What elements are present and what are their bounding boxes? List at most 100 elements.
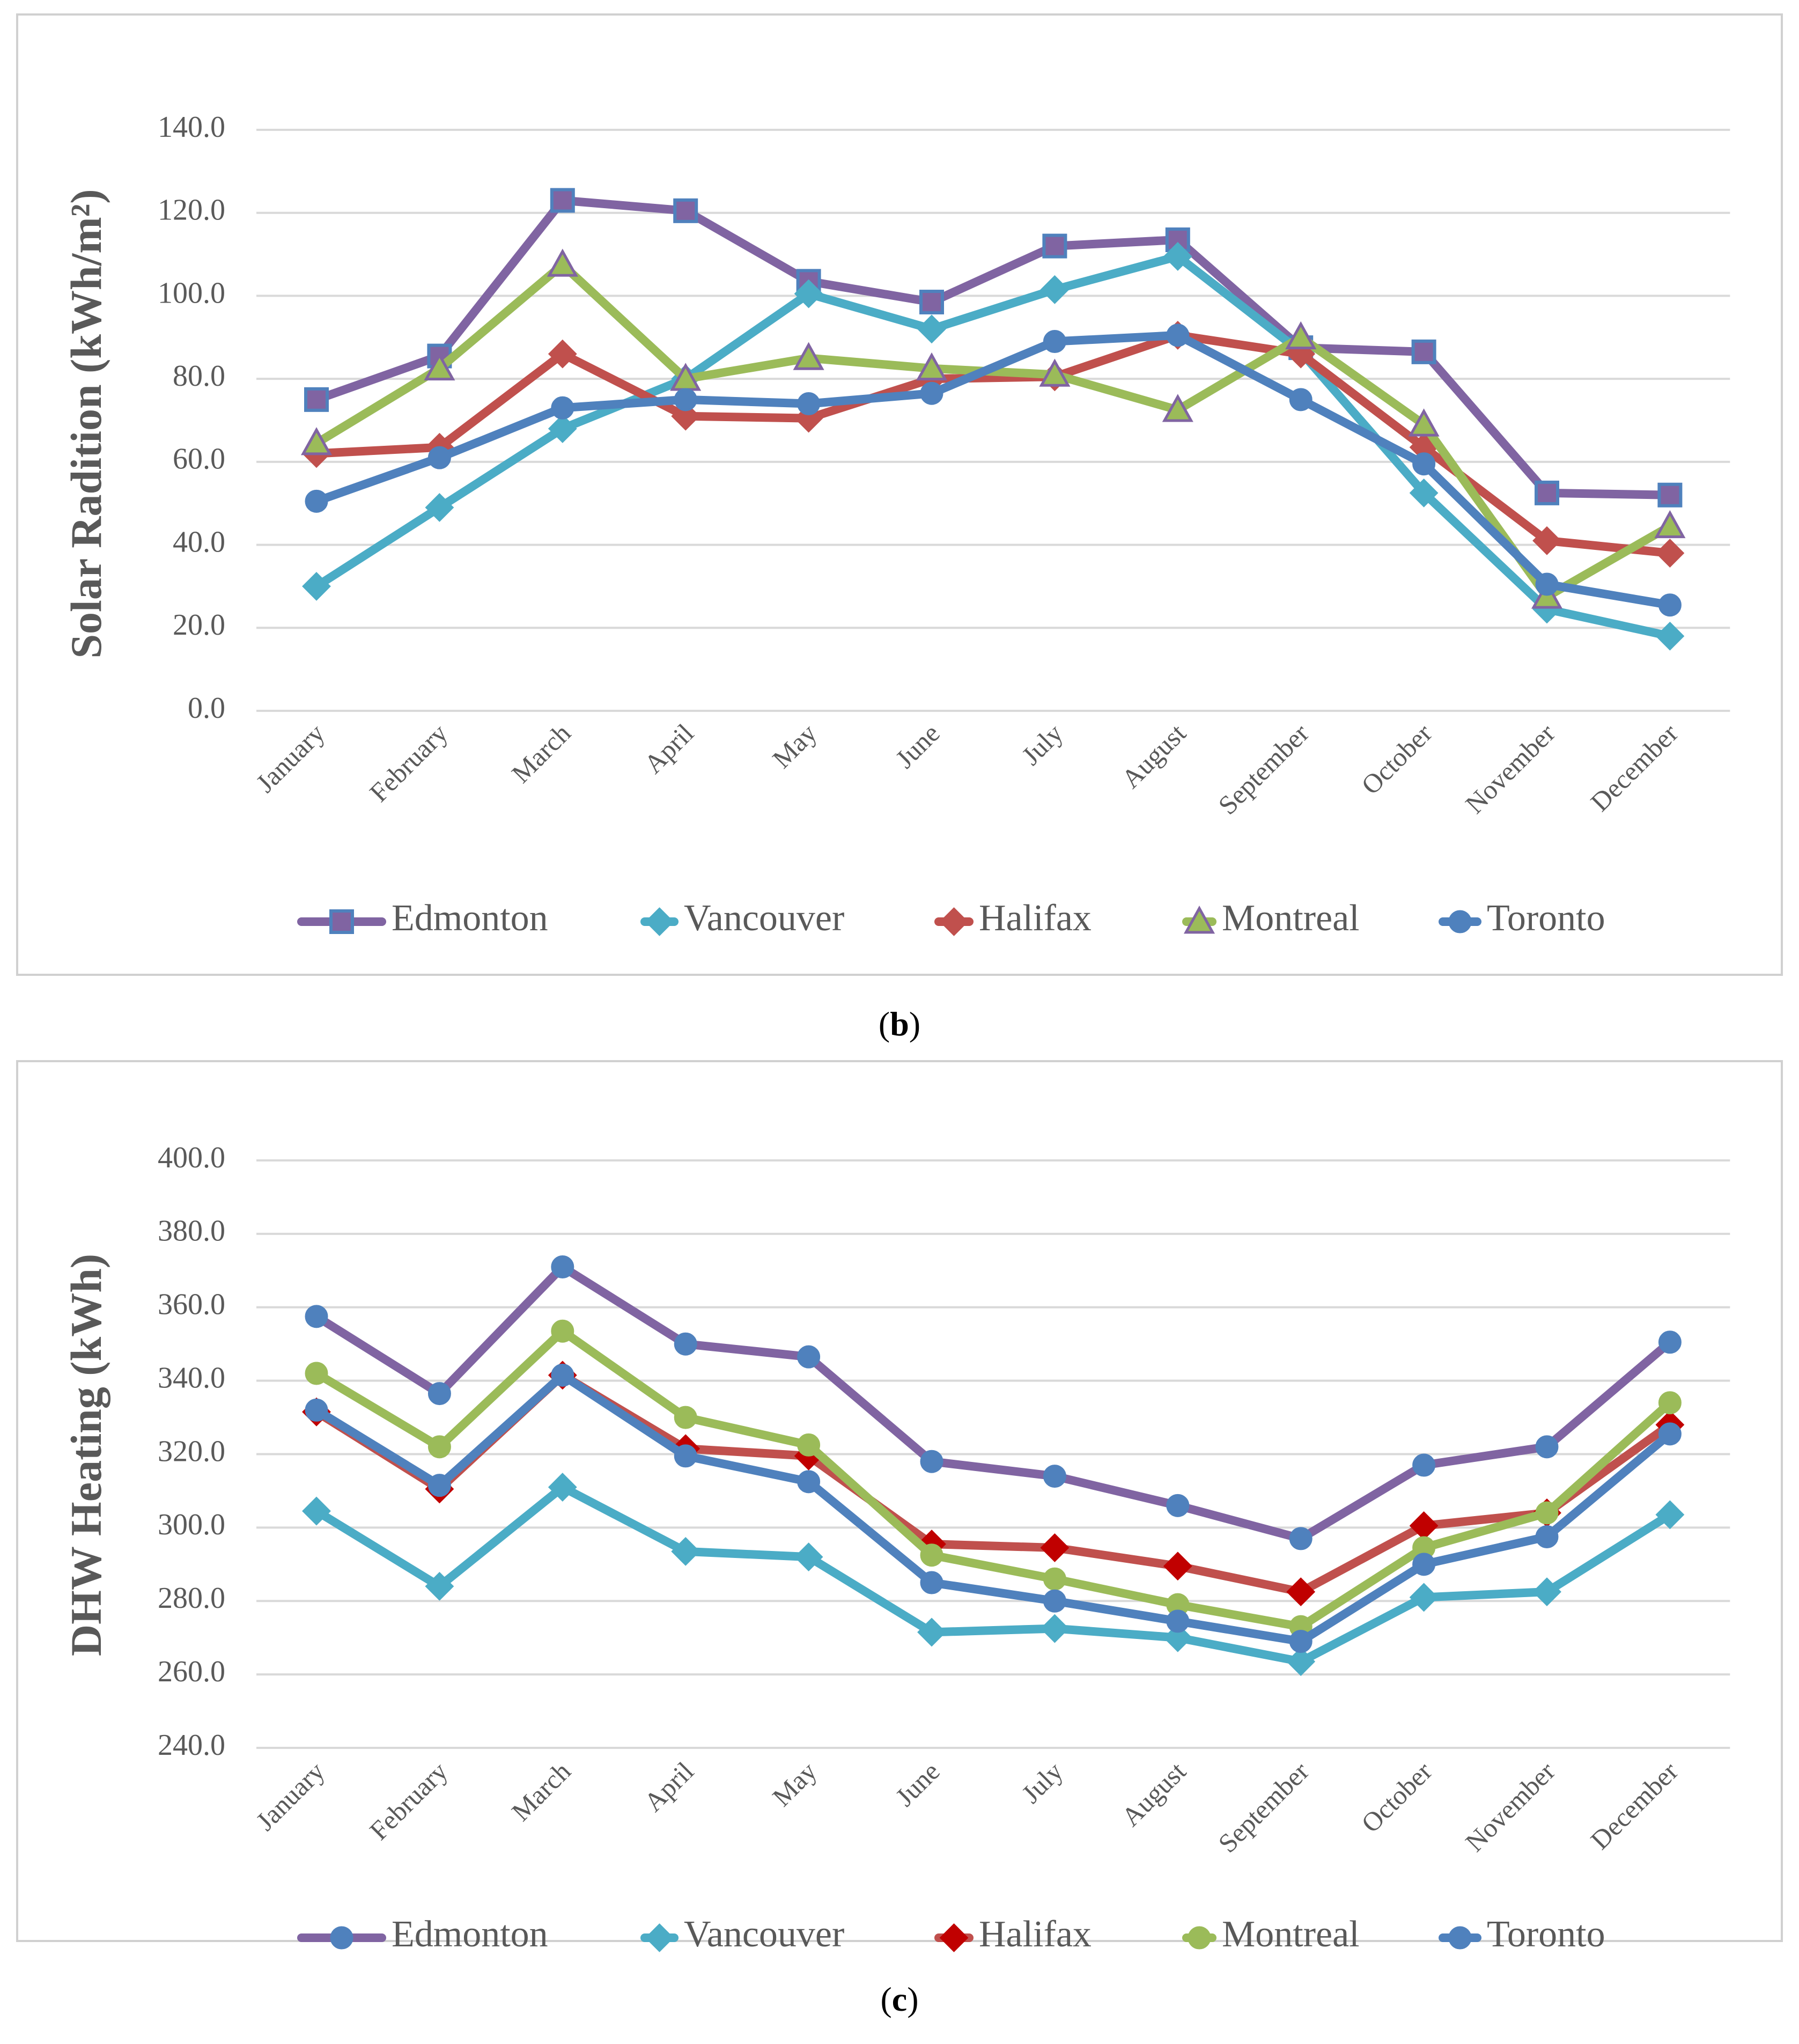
- legend-entry-vancouver: Vancouver: [640, 1914, 844, 1955]
- data-point-toronto-october: [1412, 452, 1436, 476]
- data-point-toronto-may: [797, 1470, 821, 1494]
- y-tick-label: 120.0: [158, 194, 225, 227]
- data-point-edmonton-july: [1042, 233, 1067, 259]
- data-point-toronto-february: [427, 1474, 451, 1497]
- data-point-edmonton-june: [920, 1450, 943, 1473]
- y-tick-label: 80.0: [173, 359, 225, 393]
- series-edmonton: [305, 1255, 1682, 1550]
- series-line-halifax: [312, 330, 1675, 558]
- data-point-toronto-november: [1535, 1525, 1559, 1548]
- chart-c-plot: 240.0 260.0 280.0 300.0 320.0 340.0 360.0 380.0…: [158, 1141, 1730, 1858]
- data-point-toronto-october: [1412, 1553, 1436, 1576]
- data-point-montreal-october: [1408, 408, 1440, 437]
- legend-label: Vancouver: [684, 898, 844, 939]
- y-tick-label: 300.0: [158, 1508, 225, 1541]
- y-tick-label: 340.0: [158, 1361, 225, 1394]
- data-point-toronto-january: [305, 489, 328, 513]
- data-point-vancouver-may: [794, 1542, 823, 1572]
- data-point-toronto-january: [305, 1398, 328, 1422]
- caption-b-letter: b: [890, 1005, 909, 1043]
- data-point-toronto-november: [1535, 572, 1559, 596]
- legend-swatch-marker: [1188, 1926, 1211, 1950]
- caption-b-open: (: [879, 1005, 890, 1043]
- panel-b-frame: [16, 13, 1783, 976]
- data-point-toronto-august: [1166, 323, 1190, 347]
- data-point-edmonton-february: [427, 1382, 451, 1406]
- legend-swatch-marker: [939, 1923, 969, 1952]
- caption-c-open: (: [880, 1980, 891, 2018]
- data-point-vancouver-march: [548, 1473, 577, 1502]
- data-point-montreal-september: [1285, 321, 1317, 350]
- data-point-halifax-march: [548, 339, 577, 369]
- legend-entry-toronto: Toronto: [1439, 898, 1605, 939]
- series-toronto: [305, 323, 1682, 617]
- data-point-vancouver-december: [1655, 621, 1685, 651]
- data-point-edmonton-january: [305, 1305, 328, 1328]
- panel-c-frame: [16, 1060, 1783, 1942]
- data-point-toronto-april: [674, 388, 697, 411]
- legend-label: Edmonton: [392, 1914, 548, 1955]
- legend-entry-edmonton: Edmonton: [297, 1914, 548, 1955]
- data-point-toronto-may: [797, 392, 821, 416]
- data-point-edmonton-september: [1289, 1527, 1313, 1550]
- y-tick-label: 360.0: [158, 1288, 225, 1321]
- legend-label: Montreal: [1222, 898, 1360, 939]
- panel-b-solar-radiation-chart: 0.020.040.060.080.0100.0120.0140.0Januar…: [16, 13, 1783, 976]
- data-point-vancouver-november: [1532, 1577, 1561, 1607]
- data-point-vancouver-may: [794, 279, 823, 308]
- data-point-vancouver-july: [1040, 1614, 1070, 1643]
- series-edmonton: [304, 188, 1683, 508]
- data-point-montreal-february: [427, 1435, 451, 1459]
- series-line-vancouver: [312, 1483, 1675, 1666]
- data-point-edmonton-august: [1166, 1494, 1190, 1517]
- data-point-toronto-december: [1658, 1422, 1682, 1446]
- data-point-halifax-december: [1655, 539, 1685, 568]
- caption-b-close: ): [909, 1005, 920, 1043]
- y-tick-label: 280.0: [158, 1582, 225, 1615]
- legend-swatch-marker: [1448, 910, 1472, 933]
- series-line-edmonton: [312, 196, 1675, 499]
- legend-entry-montreal: Montreal: [1182, 898, 1360, 939]
- data-point-edmonton-march: [550, 188, 575, 213]
- chart-b-legend: Edmonton Vancouver Halifax Montreal Toronto: [297, 898, 1605, 939]
- legend-swatch-marker: [939, 907, 969, 936]
- data-point-montreal-march: [551, 1319, 574, 1343]
- data-point-vancouver-december: [1655, 1500, 1685, 1530]
- series-line-toronto: [312, 1371, 1675, 1646]
- y-tick-label: 20.0: [173, 608, 225, 642]
- y-tick-label: 40.0: [173, 525, 225, 558]
- data-point-toronto-march: [551, 1363, 574, 1387]
- data-point-halifax-november: [1532, 526, 1561, 555]
- chart-c-legend: Edmonton Vancouver Halifax Montreal Toronto: [297, 1914, 1605, 1955]
- panel-c-dhw-heating-chart: 240.0 260.0 280.0 300.0 320.0 340.0 360.0 380.0…: [16, 1060, 1783, 1955]
- data-point-montreal-june: [920, 1543, 943, 1567]
- legend-swatch-marker: [1448, 1926, 1472, 1950]
- data-point-montreal-april: [674, 1406, 697, 1429]
- data-point-edmonton-december: [1658, 1330, 1682, 1354]
- legend-entry-halifax: Halifax: [934, 1914, 1092, 1955]
- data-point-edmonton-april: [673, 198, 698, 223]
- data-point-montreal-july: [1043, 1567, 1066, 1591]
- legend-entry-halifax: Halifax: [934, 898, 1092, 939]
- y-tick-label: 100.0: [158, 276, 225, 310]
- legend-swatch-marker: [330, 1926, 353, 1950]
- data-point-vancouver-august: [1163, 1623, 1192, 1652]
- y-tick-label: 380.0: [158, 1215, 225, 1248]
- data-point-edmonton-october: [1412, 1453, 1436, 1477]
- data-point-vancouver-april: [671, 1536, 701, 1566]
- series-line-vancouver: [312, 252, 1675, 641]
- data-point-halifax-july: [1040, 1533, 1070, 1562]
- data-point-toronto-july: [1043, 1589, 1066, 1613]
- series-line-edmonton: [312, 1262, 1675, 1543]
- data-point-halifax-august: [1163, 1552, 1192, 1581]
- data-point-montreal-december: [1658, 1391, 1682, 1415]
- data-point-vancouver-february: [425, 493, 454, 522]
- legend-label: Toronto: [1487, 898, 1605, 939]
- data-point-vancouver-february: [425, 1571, 454, 1601]
- legend-swatch-marker: [329, 909, 354, 934]
- data-point-toronto-february: [427, 446, 451, 469]
- data-point-vancouver-june: [917, 1617, 946, 1647]
- data-point-toronto-september: [1289, 388, 1313, 411]
- chart-c-y-axis-label: DHW Heating (kWh): [62, 1254, 110, 1656]
- data-point-montreal-february: [424, 352, 455, 381]
